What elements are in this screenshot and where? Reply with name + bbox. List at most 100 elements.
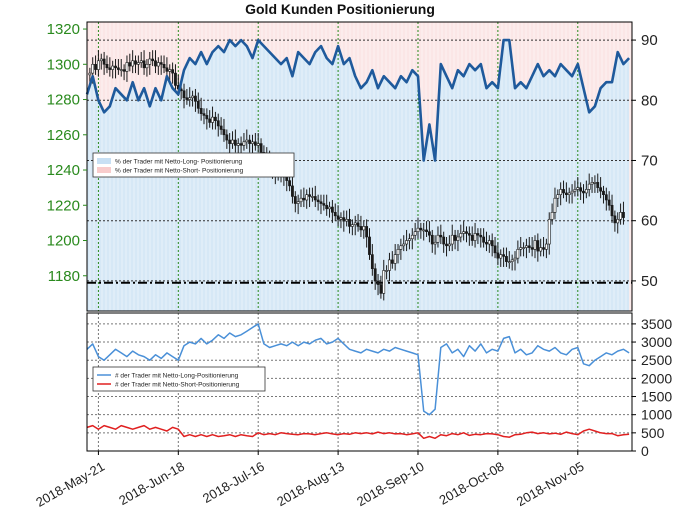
candle-body	[128, 62, 132, 67]
candle-body	[348, 219, 351, 227]
candle-body	[308, 194, 311, 197]
candle-body	[242, 141, 246, 146]
candle-body	[408, 238, 411, 241]
candle-body	[319, 201, 323, 204]
candle-body	[171, 69, 175, 74]
candle-body	[222, 129, 226, 136]
legend-label: % der Trader mit Netto-Long- Positionier…	[115, 159, 243, 166]
legend-box	[92, 366, 266, 392]
candle-body	[450, 234, 454, 245]
candle-body	[245, 139, 249, 143]
count-tick-label: 3000	[641, 334, 672, 350]
candle-body	[390, 259, 394, 264]
count-tick-label: 2000	[641, 370, 672, 386]
candle-body	[114, 65, 117, 69]
candle-body	[342, 217, 346, 222]
candle-body	[330, 206, 334, 213]
candle-body	[564, 192, 568, 195]
candle-body	[525, 245, 528, 248]
candle-body	[533, 240, 537, 250]
candle-body	[490, 240, 494, 247]
candle-body	[573, 189, 577, 192]
candle-body	[419, 227, 423, 231]
candle-body	[219, 125, 223, 130]
candle-body	[285, 176, 289, 181]
price-tick-label: 1180	[48, 268, 80, 285]
candle-body	[154, 60, 157, 67]
candle-body	[256, 143, 260, 146]
bottom-panel-axes: 3500 3000 2500 2000 1500 1000 500 0	[86, 312, 672, 459]
count-tick-label: 3500	[641, 316, 672, 332]
x-axis-labels: 2018-May-21 2018-Jun-18 2018-Jul-16 2018-Au…	[33, 451, 586, 510]
candle-body	[462, 231, 466, 234]
candle-body	[487, 240, 491, 245]
price-tick-label: 1240	[47, 162, 80, 179]
candle-body	[356, 222, 360, 227]
x-tick-label: 2018-Jul-16	[200, 459, 267, 506]
candle-body	[553, 197, 557, 213]
legend-swatch	[97, 158, 111, 164]
candle-body	[522, 247, 525, 249]
candle-body	[353, 222, 357, 225]
candle-body	[567, 192, 571, 195]
top-panel-frame	[86, 21, 633, 312]
candle-body	[253, 141, 257, 146]
candle-body	[239, 143, 243, 146]
candle-body	[616, 219, 620, 224]
legend-label: # der Trader mit Netto-Long-Positionieru…	[115, 373, 239, 380]
legend-swatch	[97, 167, 111, 173]
candle-body	[405, 240, 408, 245]
percent-tick-label: 70	[641, 152, 658, 169]
candle-body	[208, 118, 212, 123]
candle-body	[216, 120, 220, 127]
candle-body	[305, 194, 309, 201]
candle-body	[350, 224, 354, 227]
candle-body	[293, 196, 297, 204]
candle-body	[579, 187, 583, 192]
x-tick-label: 2018-Aug-13	[274, 459, 347, 510]
percent-tick-label: 90	[641, 32, 658, 49]
candle-body	[148, 58, 152, 65]
candle-body	[328, 206, 331, 210]
candle-body	[211, 116, 214, 123]
candle-body	[505, 256, 508, 262]
candle-body	[382, 270, 386, 294]
candle-body	[225, 134, 229, 141]
candle-body	[228, 139, 232, 144]
candle-body	[362, 226, 366, 231]
price-tick-label: 1300	[47, 56, 80, 73]
candle-body	[291, 185, 294, 197]
candle-body	[325, 204, 329, 210]
candle-body	[476, 233, 480, 236]
candle-body	[570, 190, 574, 194]
candle-body	[542, 247, 545, 250]
candle-body	[416, 227, 420, 233]
candle-body	[188, 97, 192, 100]
candle-body	[322, 203, 326, 206]
candle-body	[479, 234, 483, 238]
candle-body	[442, 236, 446, 245]
candle-body	[339, 217, 343, 220]
candle-body	[333, 212, 337, 217]
candle-body	[365, 226, 369, 238]
candle-body	[502, 254, 505, 257]
candle-body	[142, 60, 146, 69]
candle-body	[379, 284, 383, 294]
candle-body	[513, 257, 517, 261]
candle-body	[311, 196, 314, 198]
candle-body	[485, 241, 488, 245]
candle-body	[251, 141, 254, 144]
candle-body	[559, 189, 563, 195]
candle-body	[151, 58, 155, 62]
bottom-panel-frame	[86, 312, 633, 452]
candle-body	[456, 236, 460, 241]
candle-body	[439, 234, 443, 238]
candle-body	[139, 60, 143, 63]
candle-body	[587, 183, 591, 190]
candle-body	[302, 197, 306, 201]
candle-body	[613, 215, 617, 224]
price-tick-label: 1260	[47, 127, 80, 144]
candle-body	[556, 194, 560, 199]
candle-body	[131, 60, 135, 67]
